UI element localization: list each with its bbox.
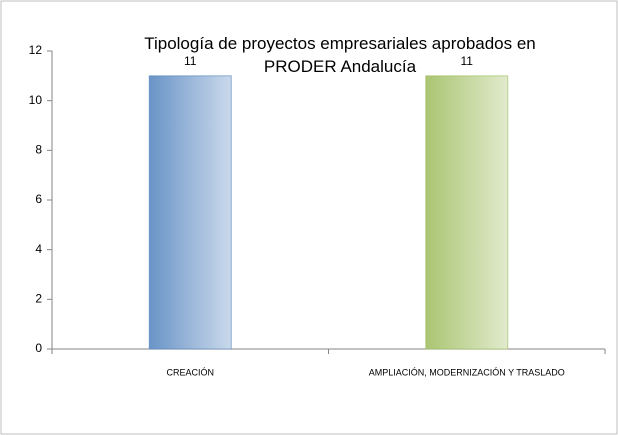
y-tick-label: 6 — [35, 192, 42, 206]
x-tick-label: AMPLIACIÓN, MODERNIZACIÓN Y TRASLADO — [369, 367, 565, 377]
y-tick-label: 0 — [35, 341, 42, 355]
bar — [148, 75, 232, 350]
y-tick-label: 4 — [35, 242, 42, 256]
y-tick-label: 10 — [29, 93, 43, 107]
x-tick-label: CREACIÓN — [166, 367, 214, 377]
y-tick-label: 12 — [29, 43, 43, 57]
data-label: 11 — [461, 54, 474, 68]
data-label: 11 — [184, 54, 197, 68]
y-tick-label: 2 — [35, 292, 42, 306]
chart-title: Tipología de proyectos empresariales apr… — [144, 34, 536, 76]
y-tick-label: 8 — [35, 143, 42, 157]
bar — [425, 75, 509, 350]
